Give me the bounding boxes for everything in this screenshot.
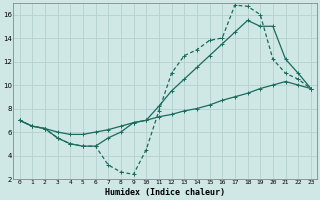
X-axis label: Humidex (Indice chaleur): Humidex (Indice chaleur) [105,188,225,197]
